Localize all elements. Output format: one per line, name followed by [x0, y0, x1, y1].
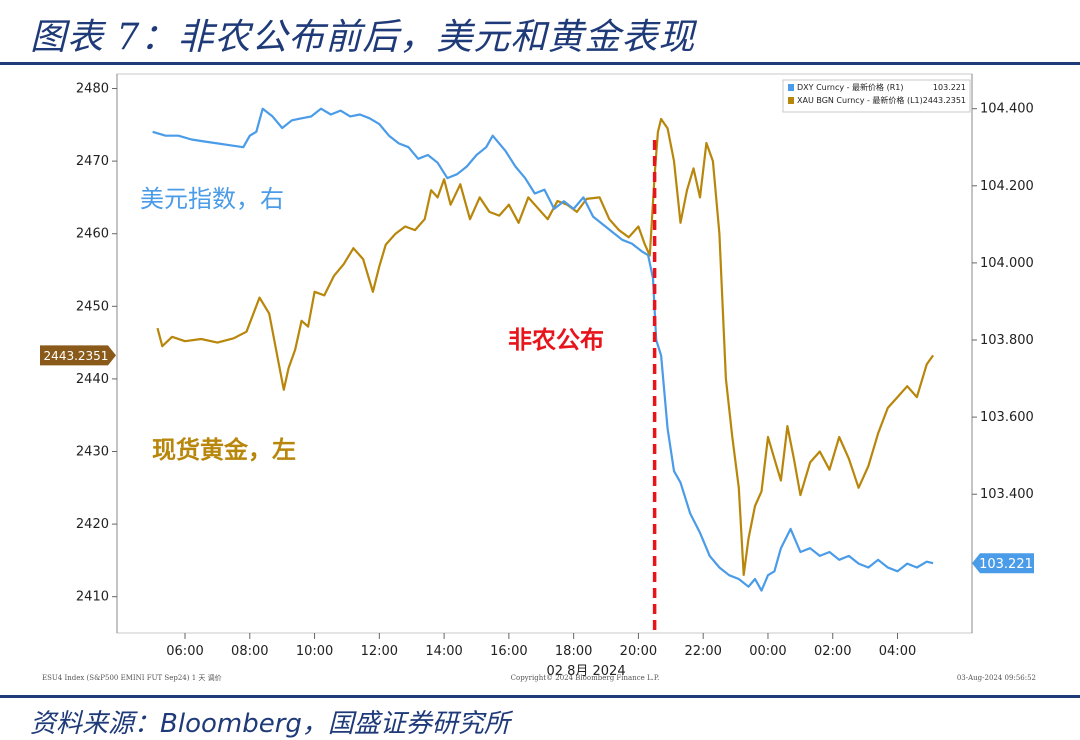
figure-title: 图表 7：非农公布前后，美元和黄金表现: [30, 17, 696, 58]
left-tick-label: 2410: [76, 590, 109, 605]
left-tick-label: 2460: [76, 227, 109, 242]
source-brand: Bloomberg: [160, 709, 302, 739]
chart-canvas: 2410 2420 2430 2440 2450 2460 2470 2480 103.400…: [0, 68, 1080, 692]
bbg-footer-left: ESU4 Index (S&P500 EMINI FUT Sep24) 1 天 …: [42, 673, 222, 682]
left-tick-label: 2440: [76, 372, 109, 387]
usd-annotation: 美元指数，右: [140, 185, 284, 213]
x-tick-label: 08:00: [231, 644, 268, 659]
dxy-last-badge-text: 103.221: [979, 557, 1033, 572]
right-tick-label: 104.000: [980, 256, 1034, 271]
x-tick-label: 20:00: [620, 644, 657, 659]
left-tick-label: 2420: [76, 517, 109, 532]
x-tick-label: 18:00: [555, 644, 592, 659]
title-rule: [0, 62, 1080, 65]
series-lines: [152, 107, 934, 592]
x-tick-label: 04:00: [879, 644, 916, 659]
legend-last-value: 2443.2351: [923, 96, 966, 105]
gold-last-badge: [40, 345, 116, 366]
x-tick-label: 16:00: [490, 644, 527, 659]
x-tick-label: 06:00: [166, 644, 203, 659]
left-axis: 2410 2420 2430 2440 2450 2460 2470 2480: [76, 74, 118, 633]
legend-swatch: [788, 97, 794, 104]
legend-swatch: [788, 84, 794, 91]
legend-box: [782, 79, 971, 113]
right-tick-label: 103.800: [980, 333, 1034, 348]
dxy-line: [152, 107, 934, 592]
legend-label: XAU BGN Curncy - 最新价格 (L1): [797, 95, 923, 105]
left-tick-label: 2470: [76, 154, 109, 169]
left-tick-label: 2430: [76, 445, 109, 460]
left-tick-label: 2450: [76, 299, 109, 314]
bloomberg-footer: ESU4 Index (S&P500 EMINI FUT Sep24) 1 天 …: [42, 673, 1036, 682]
right-tick-label: 103.400: [980, 487, 1034, 502]
x-tick-label: 00:00: [749, 644, 786, 659]
x-date-label: 02 8月 2024: [546, 664, 625, 679]
x-axis: 06:00 08:00 10:00 12:00 14:00 16:00 18:00 20:00…: [166, 633, 916, 679]
dxy-last-badge: [972, 553, 1034, 574]
last-value-badges: 2443.2351 103.221: [40, 345, 1034, 574]
x-tick-label: 02:00: [814, 644, 851, 659]
x-tick-label: 12:00: [361, 644, 398, 659]
gold-line: [156, 117, 934, 576]
bbg-footer-right: 03-Aug-2024 09:56:52: [957, 674, 1036, 682]
legend: DXY Curncy - 最新价格 (R1) 103.221 XAU BGN Cur…: [782, 79, 971, 113]
bbg-footer-center: Copyright© 2024 Bloomberg Finance L.P.: [511, 674, 660, 682]
left-tick-label: 2480: [76, 82, 109, 97]
gold-last-badge-text: 2443.2351: [44, 349, 109, 363]
source-rule: [0, 695, 1080, 698]
right-axis: 103.400 103.600 103.800 104.000 104.200 104.4…: [971, 74, 1034, 633]
x-tick-label: 14:00: [425, 644, 462, 659]
source-prefix: 资料来源：: [30, 709, 161, 739]
nfp-annotation: 非农公布: [508, 326, 604, 354]
x-tick-label: 22:00: [684, 644, 721, 659]
right-tick-label: 103.600: [980, 410, 1034, 425]
legend-last-value: 103.221: [933, 83, 966, 92]
x-tick-label: 10:00: [296, 644, 333, 659]
gold-annotation: 现货黄金，左: [152, 436, 296, 464]
source-suffix: ，国盛证券研究所: [301, 709, 510, 739]
legend-label: DXY Curncy - 最新价格 (R1): [797, 82, 903, 92]
source-line: 资料来源：Bloomberg，国盛证券研究所: [30, 703, 510, 739]
right-tick-label: 104.400: [980, 102, 1034, 117]
right-tick-label: 104.200: [980, 179, 1034, 194]
